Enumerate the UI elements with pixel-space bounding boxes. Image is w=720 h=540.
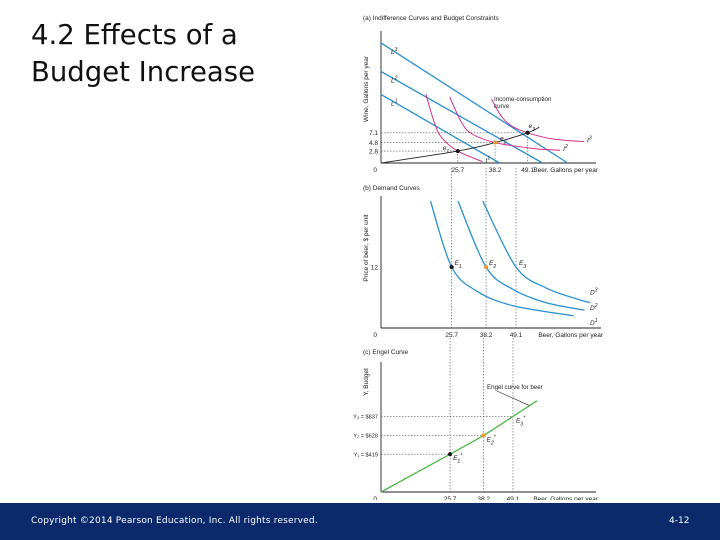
- engel-point-label-sub: 3: [520, 421, 523, 427]
- engel-point-E1: [447, 452, 453, 457]
- panel-a-y-label: Wine, Gallons per year: [363, 55, 370, 122]
- panel-a-x-label: Beer, Gallons per year: [533, 167, 599, 174]
- title-line-2: Budget Increase: [31, 56, 256, 88]
- equilibrium-label-e1: e1: [443, 145, 450, 155]
- indifference-label-sup: 1: [487, 156, 490, 162]
- engel-point-label-E2: E2*: [487, 434, 497, 446]
- engel-point-label-E1: E1*: [453, 453, 463, 465]
- panel-b-title: (b) Demand Curves: [363, 185, 420, 192]
- panel-a-x-tick-label: 25.7: [451, 167, 464, 174]
- indifference-curve-I3: [491, 98, 585, 143]
- panel-a-origin-label: 0: [373, 167, 377, 174]
- indifference-label-sup: 2: [564, 144, 568, 150]
- engel-point-label-sup: *: [523, 415, 526, 421]
- panel-b-y-tick-label: 12: [371, 264, 379, 271]
- equilibrium-label-sub: 2: [503, 140, 507, 146]
- budget-label-L2: L2: [391, 75, 398, 84]
- budget-label-sup: 1: [395, 98, 398, 104]
- panel-a-x-tick-label: 38.2: [489, 167, 502, 174]
- engel-point-label-sup: *: [494, 434, 497, 440]
- equilibrium-label-e3: e3: [529, 123, 536, 133]
- indifference-label-I2: I2: [563, 144, 568, 153]
- budget-label-sup: 3: [395, 47, 398, 53]
- panel-b-demand: (b) Demand Curves Price of beer, $ per un…: [363, 168, 604, 339]
- budget-line-L2: [380, 70, 543, 164]
- panel-b-y-label: Price of beer, $ per unit: [363, 214, 370, 281]
- panel-b-x-tick-label: 38.2: [480, 332, 493, 339]
- panel-a-y-tick-label: 2.8: [369, 148, 378, 155]
- engel-point-label-sub: 1: [457, 459, 460, 465]
- engel-figure: (a) Indifference Curves and Budget Const…: [353, 15, 604, 500]
- panel-c-x-tick-label: 38.2: [477, 496, 490, 500]
- engel-curve-label: Engel curve for beer: [487, 384, 543, 391]
- equilibrium-point-e2: [492, 140, 498, 145]
- budget-line-L3: [380, 42, 568, 164]
- income-consumption-label-2: curve: [494, 103, 510, 110]
- demand-label-sup: 3: [595, 288, 598, 294]
- engel-point-E2: [481, 433, 486, 438]
- demand-label-sup: 1: [595, 318, 598, 324]
- slide-title: 4.2 Effects of a Budget Increase: [31, 17, 341, 91]
- panel-c-x-label: Beer, Gallons per year: [533, 496, 599, 500]
- demand-point-label-sub: 1: [459, 264, 462, 270]
- demand-point-E1: [449, 264, 454, 270]
- equilibrium-point-e3: [525, 130, 530, 135]
- panel-a-x-tick-label: 49.1: [521, 167, 534, 174]
- panel-b-x-tick-label: 25.7: [445, 332, 458, 339]
- panel-c-y-tick-label: Y₂ = $628: [353, 434, 378, 440]
- engel-curve: [380, 400, 538, 493]
- demand-point-label-E1: E1: [455, 260, 462, 270]
- demand-point-label-sub: 2: [492, 264, 496, 270]
- panel-c-x-tick-label: 49.1: [507, 496, 520, 500]
- equilibrium-label-e2: e2: [500, 136, 507, 146]
- engel-point-label-sup: *: [460, 453, 463, 459]
- panel-c-y-tick-label: Y₃ = $837: [353, 415, 378, 421]
- budget-label-L3: L3: [391, 47, 398, 56]
- budget-label-sup: 2: [394, 75, 398, 81]
- engel-point-label-sub: 2: [490, 440, 494, 446]
- demand-point-label-E3: E3: [519, 260, 526, 270]
- indifference-label-I3: I3: [587, 136, 592, 145]
- engel-point-label-E3: E3*: [516, 415, 526, 427]
- budget-label-L1: L1: [391, 98, 398, 107]
- panel-b-x-label: Beer, Gallons per year: [538, 332, 604, 339]
- engel-curve-pointer: [496, 390, 529, 406]
- indifference-curve-I1: [425, 93, 483, 163]
- panel-a-title: (a) Indifference Curves and Budget Const…: [363, 15, 499, 22]
- panel-b-origin-label: 0: [373, 332, 377, 339]
- income-consumption-label: Income-consumption: [494, 96, 552, 103]
- panel-c-y-tick-label: Y₁ = $419: [354, 452, 378, 458]
- demand-label-sup: 2: [594, 303, 598, 309]
- footer-bar: Copyright ©2014 Pearson Education, Inc. …: [0, 503, 720, 540]
- demand-curve-D3: [482, 200, 591, 304]
- panel-b-x-tick-label: 49.1: [510, 332, 523, 339]
- copyright-text: Copyright ©2014 Pearson Education, Inc. …: [31, 516, 318, 526]
- panel-a-y-tick-label: 7.1: [369, 130, 378, 137]
- page-number: 4-12: [669, 516, 690, 526]
- panel-c-title: (c) Engel Curve: [363, 349, 409, 356]
- demand-point-E2: [483, 264, 489, 270]
- indifference-label-sup: 3: [589, 136, 592, 142]
- demand-curve-D1: [429, 200, 574, 317]
- panel-c-x-tick-label: 25.7: [444, 496, 457, 500]
- panel-c-y-label: Y, Budget: [363, 368, 370, 396]
- equilibrium-label-sub: 3: [532, 127, 535, 133]
- indifference-curve-I2: [449, 96, 561, 151]
- panel-a-indifference: (a) Indifference Curves and Budget Const…: [363, 15, 599, 174]
- demand-point-label-E2: E2: [489, 260, 496, 270]
- demand-label-D1: D1: [590, 318, 598, 327]
- panel-c-engel: (c) Engel Curve Y, Budget 0 Beer, Gallons p…: [353, 338, 599, 500]
- demand-label-D2: D2: [590, 303, 598, 312]
- equilibrium-point-e1: [455, 148, 460, 154]
- panel-c-origin-label: 0: [373, 496, 377, 500]
- demand-label-D3: D3: [590, 288, 598, 297]
- panel-a-y-tick-label: 4.8: [369, 140, 378, 147]
- title-line-1: 4.2 Effects of a: [31, 19, 238, 51]
- demand-curve-D2: [457, 200, 585, 311]
- equilibrium-label-sub: 1: [446, 149, 449, 155]
- indifference-label-I1: I1: [486, 156, 491, 165]
- budget-line-L1: [380, 93, 500, 164]
- demand-point-label-sub: 3: [523, 264, 526, 270]
